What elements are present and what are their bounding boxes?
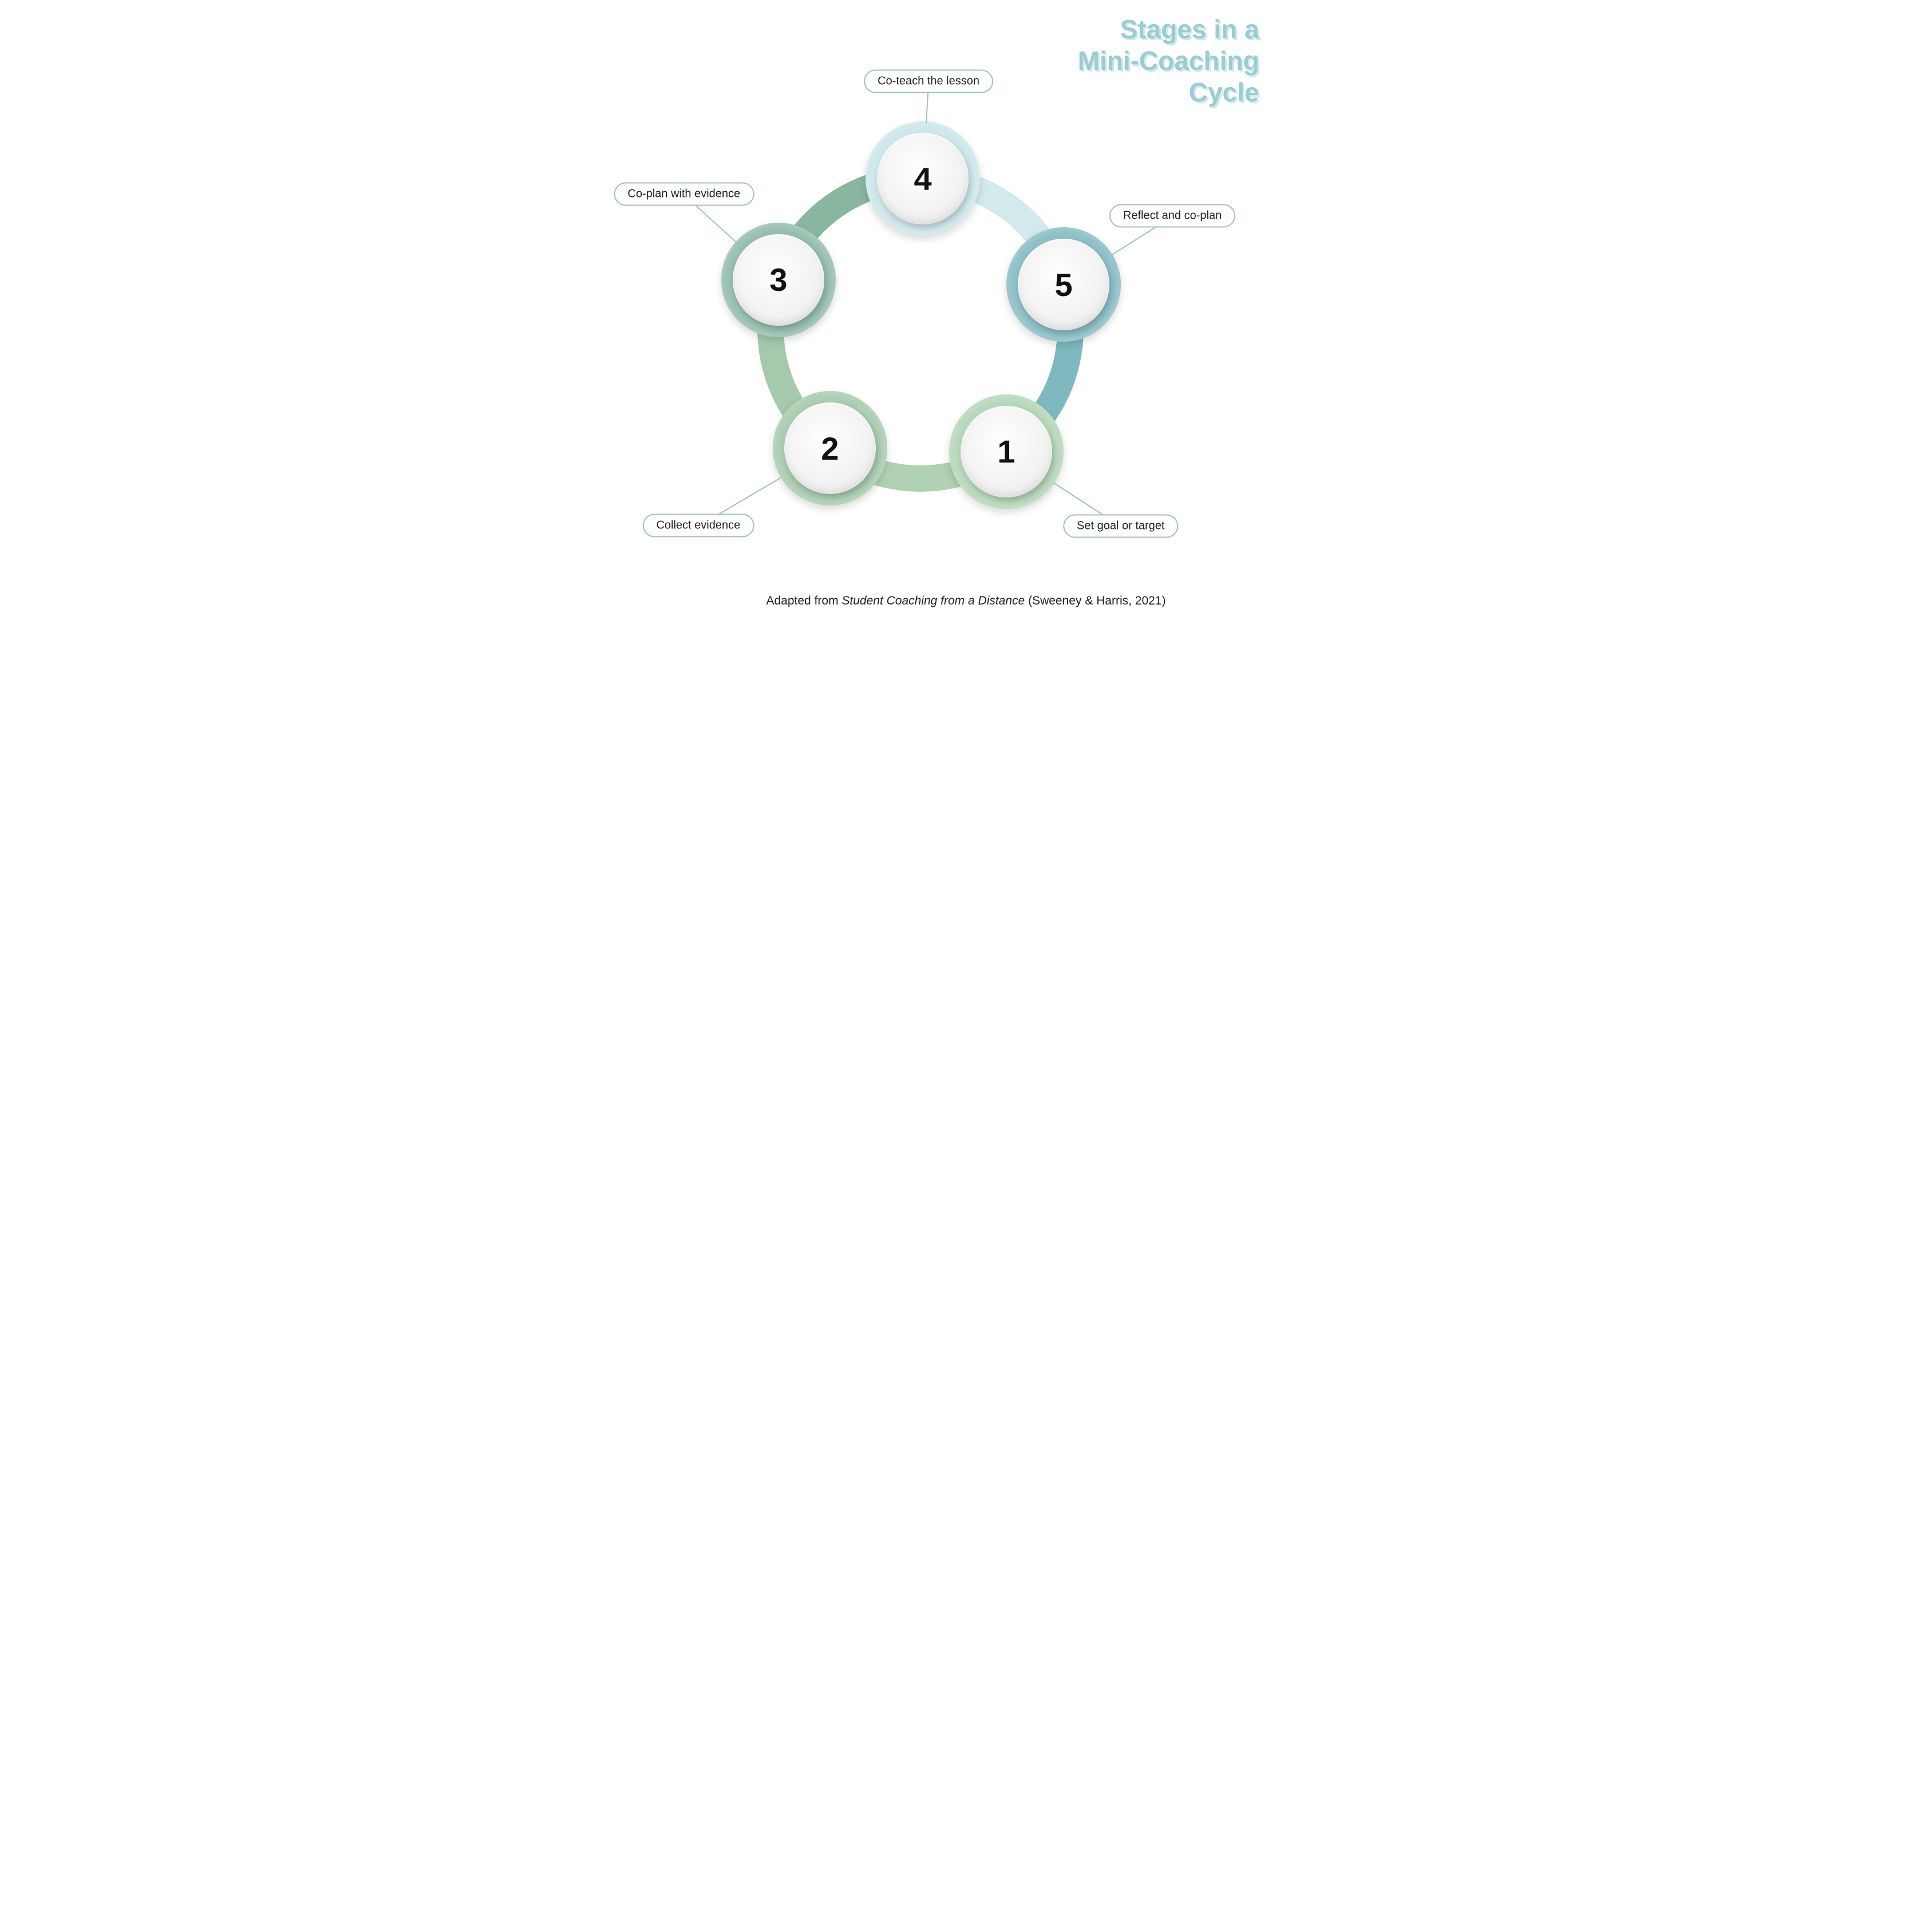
stage-node-5: 5 xyxy=(1006,227,1121,342)
citation-suffix: (Sweeney & Harris, 2021) xyxy=(1025,594,1165,607)
stage-label-4: Co-teach the lesson xyxy=(864,70,993,93)
stage-node-2: 2 xyxy=(773,391,887,505)
citation-italic: Student Coaching from a Distance xyxy=(841,594,1025,607)
stage-number: 2 xyxy=(821,430,839,467)
stage-label-3: Co-plan with evidence xyxy=(614,182,754,206)
stage-number: 4 xyxy=(914,160,931,197)
stage-number: 3 xyxy=(769,261,787,298)
stage-label-1: Set goal or target xyxy=(1063,514,1178,538)
citation-prefix: Adapted from xyxy=(766,594,841,607)
stage-number: 1 xyxy=(997,433,1015,470)
stage-label-5: Reflect and co-plan xyxy=(1109,204,1235,228)
stage-node-3: 3 xyxy=(721,223,836,337)
stage-node-4: 4 xyxy=(866,121,980,236)
citation: Adapted from Student Coaching from a Dis… xyxy=(657,594,1275,608)
stage-node-1: 1 xyxy=(949,394,1064,509)
diagram-canvas: Stages in a Mini-Coaching Cycle 12345 Se… xyxy=(657,0,1275,618)
stage-label-2: Collect evidence xyxy=(642,514,754,538)
stage-number: 5 xyxy=(1054,266,1072,303)
